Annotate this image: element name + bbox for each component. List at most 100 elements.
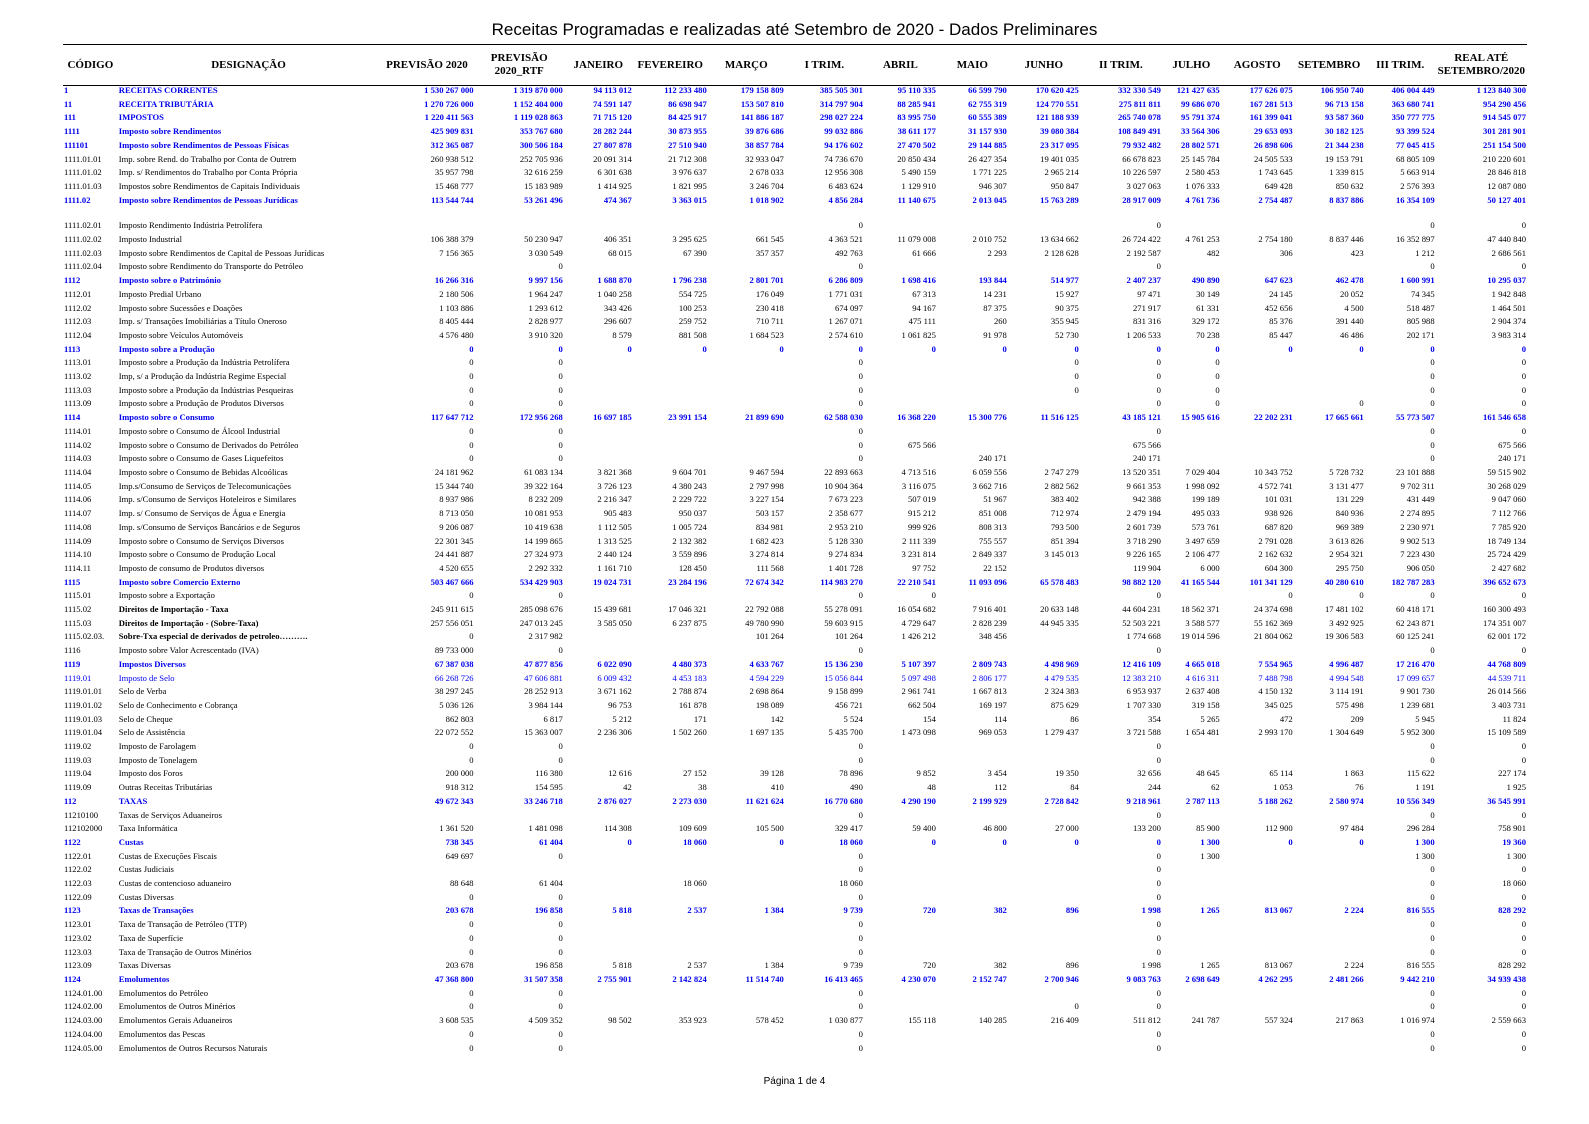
row-value: 355 945 xyxy=(1050,316,1079,327)
row-designation: Imposto sobre o Consumo de Serviços Dive… xyxy=(118,535,284,546)
row-value: 10 081 953 xyxy=(524,508,563,519)
row-code: 1119.01.01 xyxy=(64,686,103,697)
row-value xyxy=(564,1042,633,1056)
row-value: 172 956 268 xyxy=(519,412,563,423)
row-value: 155 118 xyxy=(908,1015,936,1026)
row-value: 15 468 777 xyxy=(434,180,474,191)
row-value: 319 158 xyxy=(1191,699,1220,710)
row-value: 78 896 xyxy=(839,768,863,779)
row-designation: Imposto sobre a Produção da Indústria Pe… xyxy=(118,357,290,368)
row-code: 1124.01.00 xyxy=(64,987,103,998)
row-code: 1122.02 xyxy=(64,864,92,875)
row-value: 4 994 548 xyxy=(1329,672,1364,683)
row-value: 115 622 xyxy=(1407,768,1435,779)
row-value: 813 067 xyxy=(1264,960,1293,971)
row-value xyxy=(1221,644,1294,658)
row-value: 106 388 379 xyxy=(430,234,474,245)
row-value: 52 503 221 xyxy=(1122,617,1161,628)
row-value: 534 429 903 xyxy=(519,576,563,587)
row-value: 755 557 xyxy=(978,535,1007,546)
row-value: 67 313 xyxy=(912,288,936,299)
row-value: 5 107 397 xyxy=(901,658,936,669)
row-value: 503 467 666 xyxy=(430,576,474,587)
row-value: 15 136 230 xyxy=(824,658,863,669)
row-value: 3 403 731 xyxy=(1491,699,1526,710)
row-value: 15 056 844 xyxy=(824,672,863,683)
row-value xyxy=(633,850,708,864)
row-value: 260 xyxy=(993,316,1007,327)
row-code: 1112 xyxy=(64,275,81,286)
row-value: 85 447 xyxy=(1269,329,1293,340)
row-value: 9 604 701 xyxy=(672,466,707,477)
row-value xyxy=(379,260,474,274)
row-value xyxy=(564,740,633,754)
row-value xyxy=(1294,452,1365,466)
row-code: 1111.02.03 xyxy=(64,247,102,258)
row-value: 1 076 333 xyxy=(1185,180,1220,191)
row-value xyxy=(708,425,785,439)
row-value xyxy=(708,356,785,370)
row-value: 0 xyxy=(1521,946,1526,957)
row-code: 1114.03 xyxy=(64,453,92,464)
row-value: 18 060 xyxy=(839,878,863,889)
column-header: JANEIRO xyxy=(573,58,624,71)
row-value xyxy=(937,918,1008,932)
row-value xyxy=(1008,425,1080,439)
row-value: 0 xyxy=(469,384,474,395)
row-value: 0 xyxy=(1156,357,1161,368)
row-value: 905 483 xyxy=(603,508,632,519)
row-value xyxy=(379,207,474,219)
row-designation: Imposto Industrial xyxy=(118,234,182,245)
row-value xyxy=(1221,207,1294,219)
row-value: 5 128 330 xyxy=(828,535,863,546)
row-value: 9 158 899 xyxy=(828,686,863,697)
row-value xyxy=(1008,1028,1080,1042)
row-value: 15 927 xyxy=(1055,288,1079,299)
row-value xyxy=(633,1028,708,1042)
row-value: 0 xyxy=(1156,919,1161,930)
row-value: 649 697 xyxy=(445,850,474,861)
row-value: 14 199 865 xyxy=(524,535,563,546)
row-value: 99 032 886 xyxy=(824,126,863,137)
row-value xyxy=(937,850,1008,864)
row-value xyxy=(864,260,937,274)
row-value: 0 xyxy=(1156,343,1161,354)
row-value xyxy=(1008,863,1080,877)
row-value xyxy=(564,809,633,823)
row-designation: Imposto sobre a Produção da Indústrias P… xyxy=(118,384,294,395)
row-value xyxy=(564,452,633,466)
row-value: 93 399 524 xyxy=(1395,126,1435,137)
row-value: 0 xyxy=(1430,1001,1435,1012)
row-value: 2 142 824 xyxy=(672,974,707,984)
row-value: 2 809 743 xyxy=(972,658,1007,669)
row-value: 27 470 502 xyxy=(897,139,936,150)
row-value xyxy=(1221,1000,1294,1014)
table-row: 1119 Impostos Diversos 67 387 038 47 877 85… xyxy=(63,658,1527,672)
row-value xyxy=(864,207,937,219)
row-value: 4 498 969 xyxy=(1044,658,1079,669)
row-designation: Imposto Rendimento Indústria Petrolífera xyxy=(118,220,263,231)
row-value: 53 261 496 xyxy=(524,194,563,205)
row-value: 554 725 xyxy=(678,288,707,299)
row-designation: Emolumentos de Outros Minérios xyxy=(118,1001,236,1012)
row-value: 4 150 132 xyxy=(1258,686,1293,697)
row-value: 0 xyxy=(469,1028,474,1039)
row-value xyxy=(1294,1042,1365,1056)
row-value: 21 804 062 xyxy=(1254,631,1293,642)
row-value: 662 504 xyxy=(907,699,936,710)
row-value: 2 317 982 xyxy=(528,631,563,642)
row-designation: Imposto sobre o Consumo de Produção Loca… xyxy=(118,549,276,560)
row-value xyxy=(708,850,785,864)
table-row: 1119.09 Outras Receitas Tributárias 918 31… xyxy=(63,781,1527,795)
row-value xyxy=(1221,384,1294,398)
row-value: 32 656 xyxy=(1137,768,1161,779)
row-code: 1119 xyxy=(64,658,81,669)
row-value: 0 xyxy=(858,919,863,930)
row-value xyxy=(864,809,937,823)
row-value: 11 621 624 xyxy=(745,795,784,806)
row-value: 9 902 513 xyxy=(1400,535,1435,546)
row-value xyxy=(708,918,785,932)
row-value: 259 752 xyxy=(678,316,707,327)
row-value xyxy=(633,754,708,768)
row-value: 8 837 886 xyxy=(1329,194,1364,205)
